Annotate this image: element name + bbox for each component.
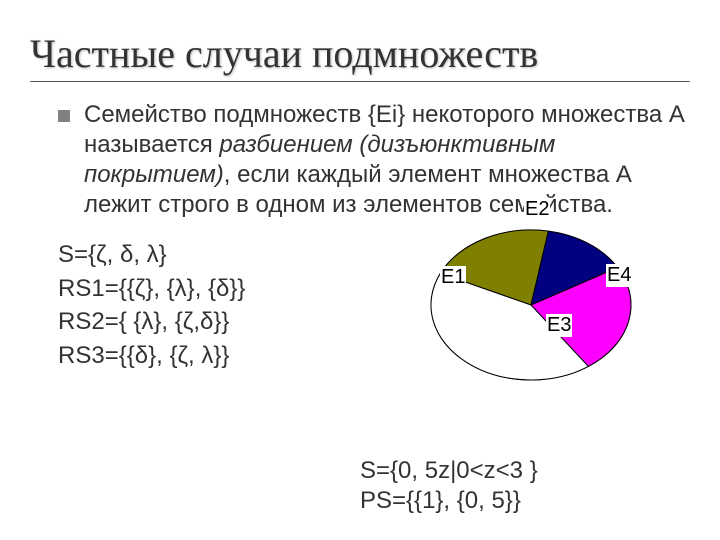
bottom-formulas: S={0, 5z|0<z<3 } PS={{1}, {0, 5}} — [360, 456, 538, 516]
formula-block: S={ζ, δ, λ} RS1={{ζ}, {λ}, {δ}} RS2={ {λ… — [58, 238, 388, 378]
slide-title: Частные случаи подмножеств — [30, 30, 690, 77]
formula-line: RS1={{ζ}, {λ}, {δ}} — [58, 272, 388, 306]
bottom-line: PS={{1}, {0, 5}} — [360, 486, 538, 516]
pie-label-e2: E2 — [524, 198, 550, 221]
pie-chart: E2 E1 E4 E3 — [398, 198, 678, 378]
formula-line: RS3={{δ}, {ζ, λ}} — [58, 339, 388, 373]
pie-label-e3: E3 — [546, 314, 572, 337]
title-underline — [30, 81, 690, 82]
pie-label-e1: E1 — [440, 266, 466, 289]
pie-svg — [426, 220, 636, 390]
formula-line: RS2={ {λ}, {ζ,δ}} — [58, 305, 388, 339]
formula-line: S={ζ, δ, λ} — [58, 238, 388, 272]
bottom-line: S={0, 5z|0<z<3 } — [360, 456, 538, 486]
pie-label-e4: E4 — [606, 264, 632, 287]
